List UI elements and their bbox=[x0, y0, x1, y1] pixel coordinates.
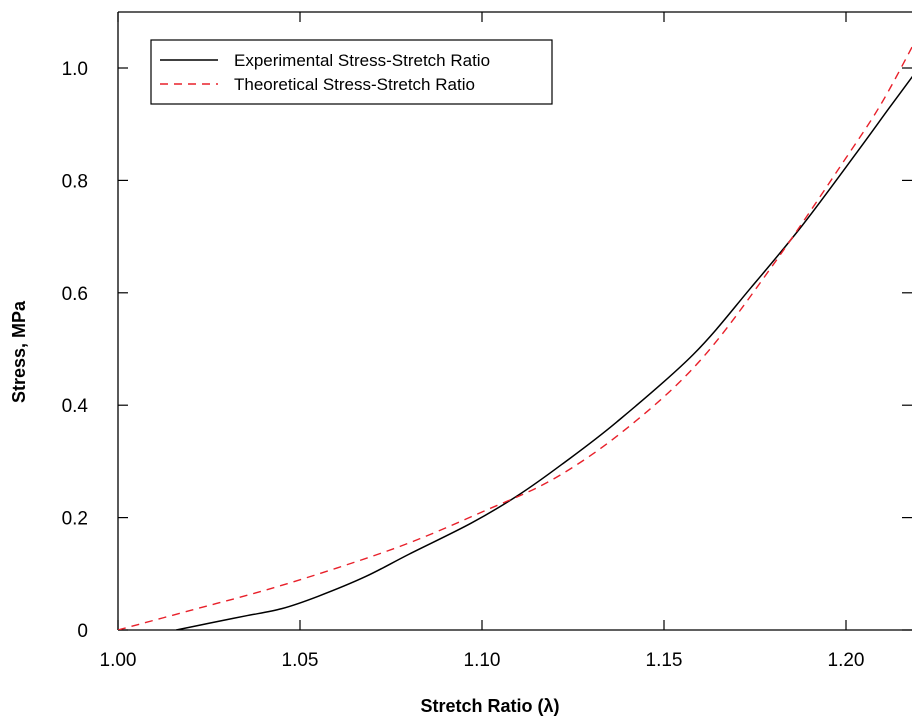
y-tick-label: 0.2 bbox=[62, 509, 88, 530]
x-tick-label: 1.05 bbox=[282, 650, 319, 671]
x-tick-label: 1.00 bbox=[100, 650, 137, 671]
plot-frame bbox=[117, 11, 912, 631]
x-tick-label: 1.10 bbox=[464, 650, 501, 671]
x-tick-label: 1.15 bbox=[646, 650, 683, 671]
legend-label: Theoretical Stress-Stretch Ratio bbox=[234, 75, 475, 94]
legend-label: Experimental Stress-Stretch Ratio bbox=[234, 51, 490, 70]
y-tick-label: 0.6 bbox=[62, 284, 88, 305]
y-axis-title: Stress, MPa bbox=[9, 300, 29, 403]
y-tick-label: 1.0 bbox=[62, 59, 88, 80]
legend: Experimental Stress-Stretch Ratio Theoret… bbox=[150, 39, 553, 105]
series-layer bbox=[118, 45, 912, 630]
x-tick-label: 1.20 bbox=[828, 650, 865, 671]
theoretical-series-line bbox=[118, 45, 912, 630]
x-axis-title: Stretch Ratio (λ) bbox=[420, 696, 559, 716]
experimental-series-line bbox=[176, 75, 912, 630]
y-tick-label: 0.4 bbox=[62, 396, 89, 417]
legend-box bbox=[150, 39, 553, 105]
y-tick-label: 0.8 bbox=[62, 171, 88, 192]
x-axis: 1.00 1.05 1.10 1.15 1.20 bbox=[100, 12, 865, 671]
y-axis: 0 0.2 0.4 0.6 0.8 1.0 bbox=[62, 59, 912, 642]
y-tick-label: 0 bbox=[77, 621, 88, 642]
